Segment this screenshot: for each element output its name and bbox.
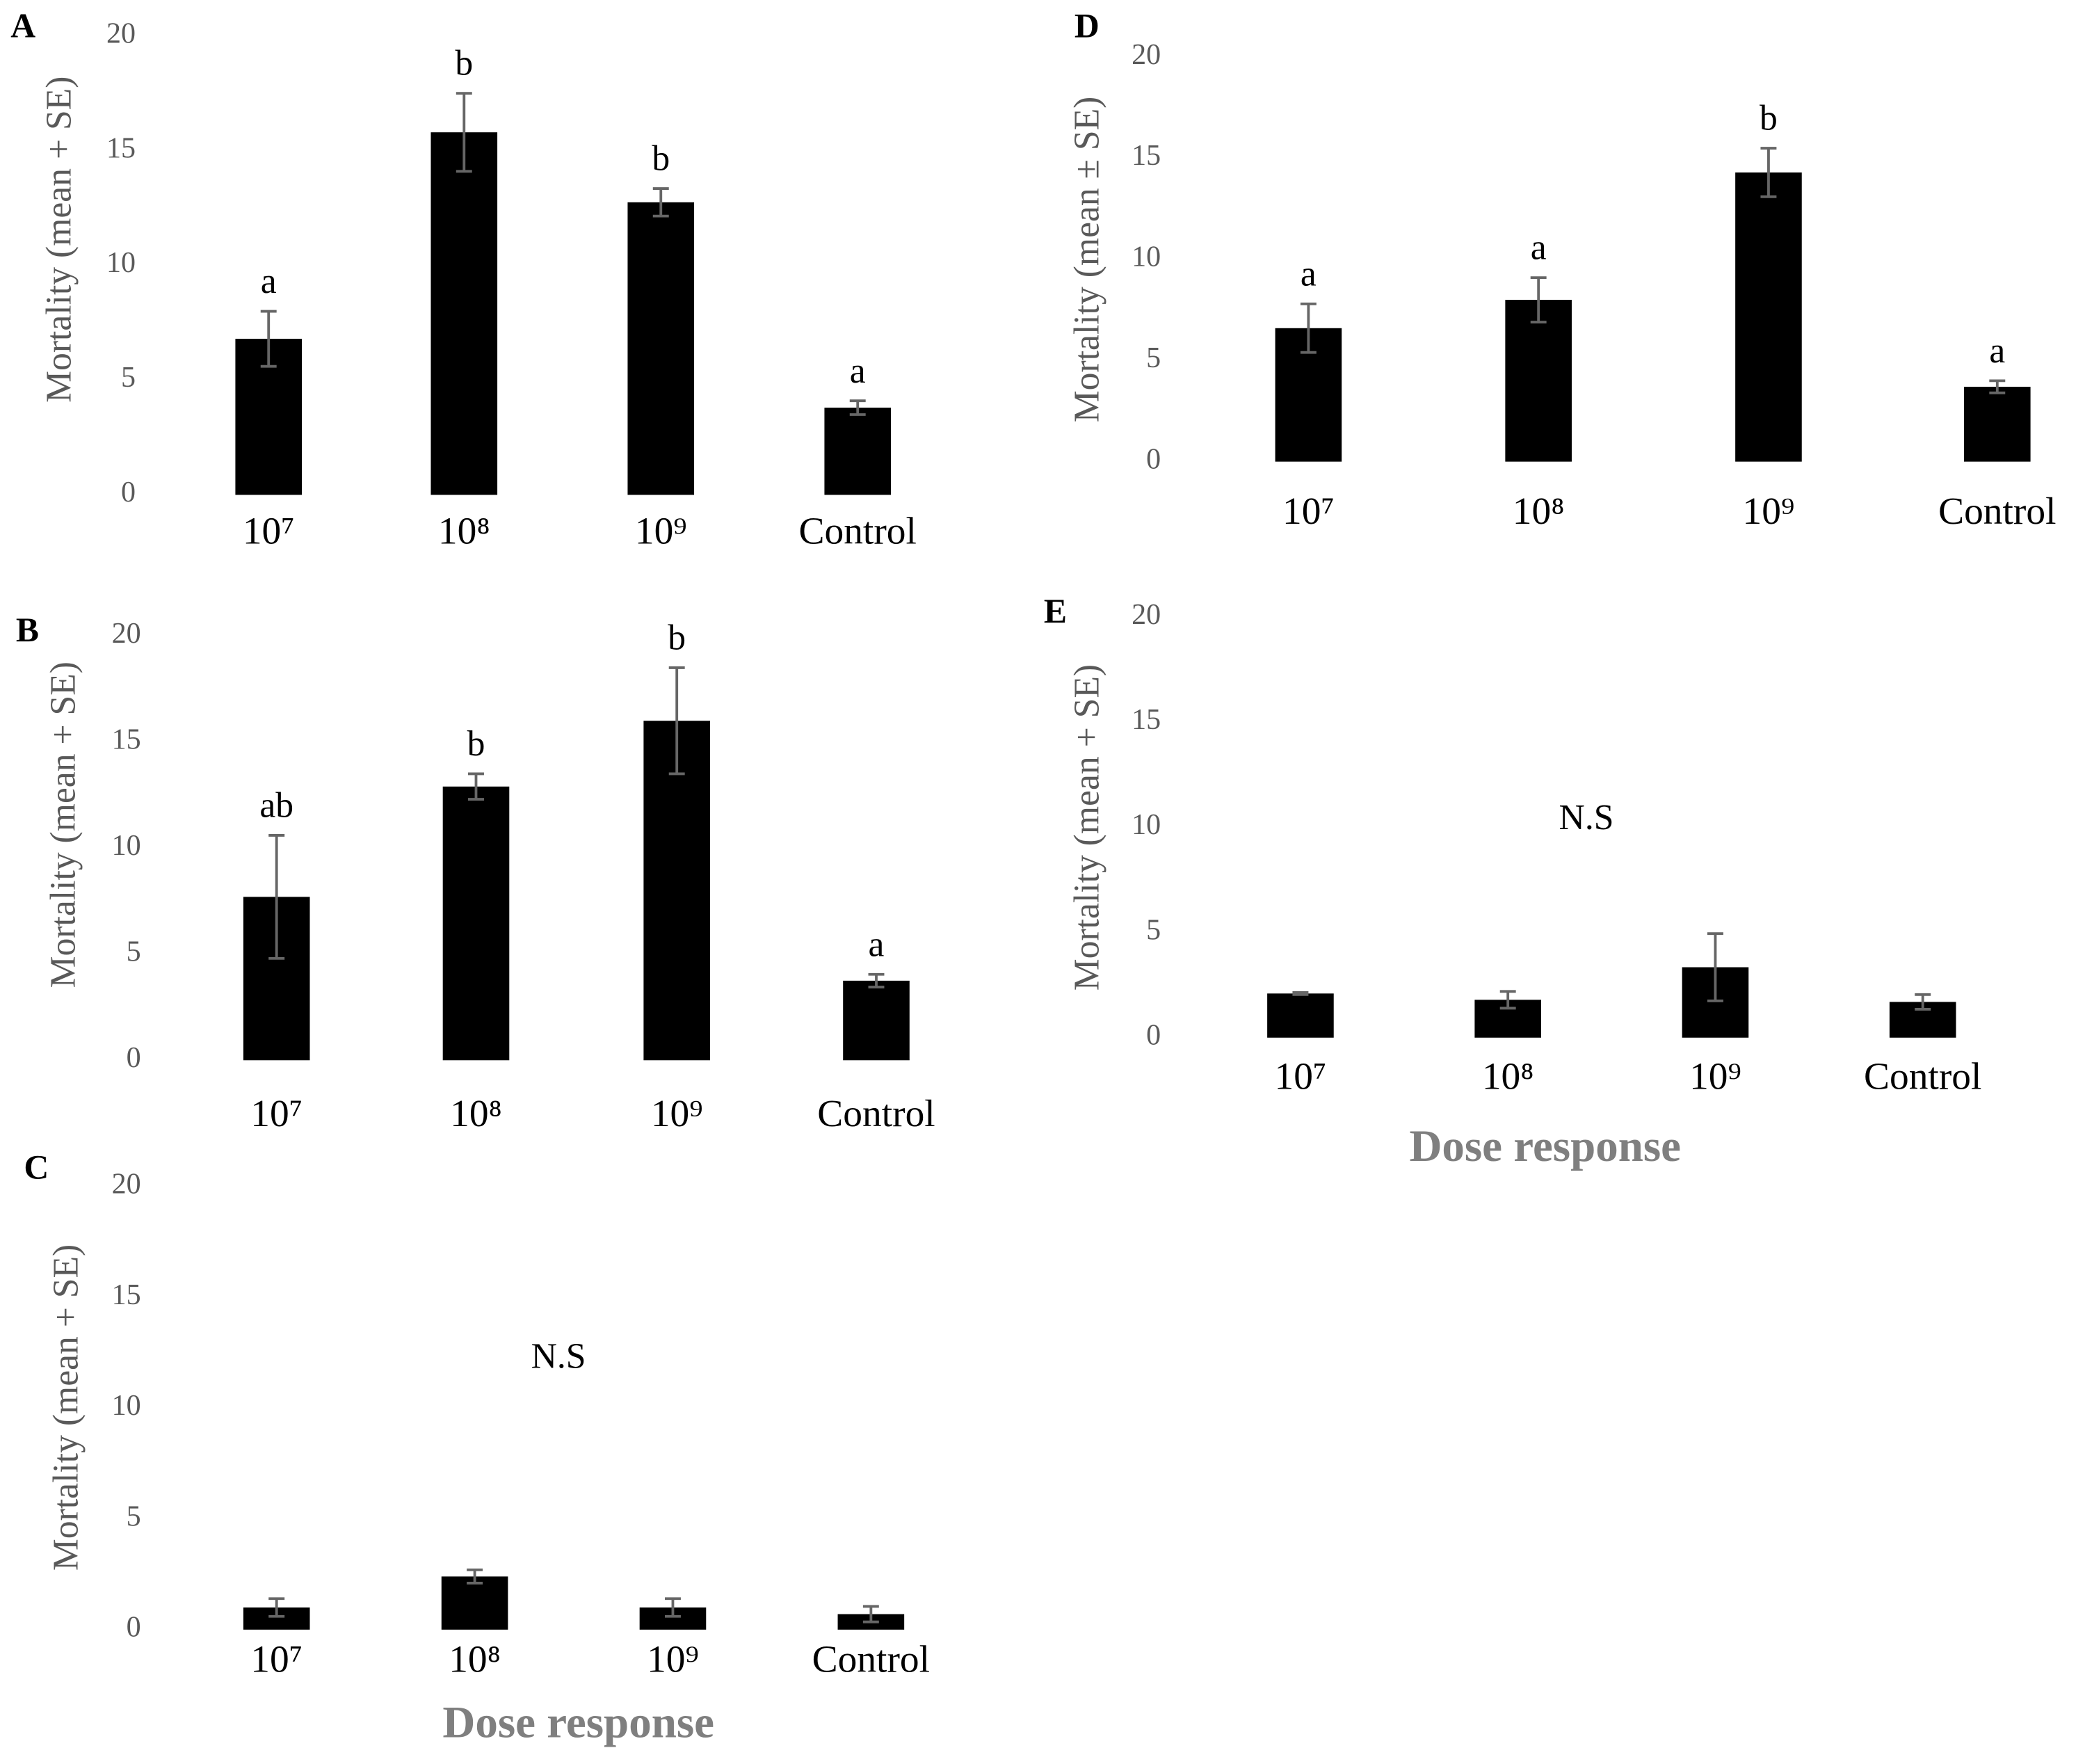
y-tick-label: 0 <box>127 1611 141 1643</box>
y-tick-label: 0 <box>1146 1019 1161 1051</box>
x-tick-label: Control <box>1864 1055 1981 1098</box>
y-tick-label: 5 <box>1146 342 1161 374</box>
bar <box>1505 300 1572 462</box>
bar-label: b <box>467 724 485 764</box>
bar <box>1964 387 2031 462</box>
y-tick-label: 15 <box>112 1279 141 1311</box>
panel-letter: E <box>1044 592 1067 630</box>
x-tick-label: 10⁷ <box>1275 1055 1327 1098</box>
y-axis-label: Mortality (mean + SE) <box>46 1244 86 1571</box>
bar-label: a <box>1989 331 2005 371</box>
x-tick-label: 10⁷ <box>243 510 295 552</box>
bar-label: b <box>455 44 473 83</box>
y-tick-label: 10 <box>1132 241 1161 273</box>
x-tick-label: 10⁸ <box>1482 1055 1534 1098</box>
y-tick-label: 20 <box>1132 39 1161 71</box>
panel-letter: D <box>1074 6 1100 45</box>
bar-label: b <box>652 139 670 179</box>
bar-label: a <box>1531 228 1547 268</box>
y-tick-label: 5 <box>121 362 136 394</box>
bar-label: a <box>1301 254 1317 294</box>
y-axis-label: Mortality (mean ± SE) <box>1068 97 1107 423</box>
y-tick-label: 0 <box>121 476 136 508</box>
y-tick-label: 15 <box>1132 140 1161 172</box>
y-tick-label: 10 <box>106 247 136 279</box>
bar <box>442 786 510 1061</box>
y-tick-label: 5 <box>1146 914 1161 946</box>
x-tick-label: Control <box>1938 490 2056 532</box>
y-axis-label: Mortality (mean + SE) <box>1068 664 1107 991</box>
x-tick-label: Control <box>817 1092 935 1134</box>
x-tick-label: 10⁹ <box>635 510 687 552</box>
panel-letter: B <box>16 611 39 649</box>
y-tick-label: 20 <box>106 17 136 49</box>
y-tick-label: 0 <box>127 1042 141 1074</box>
bar <box>843 980 910 1061</box>
y-tick-label: 10 <box>112 830 141 862</box>
x-axis-label: Dose response <box>1409 1121 1681 1171</box>
x-tick-label: 10⁸ <box>449 1637 501 1680</box>
x-tick-label: 10⁷ <box>250 1637 303 1680</box>
y-tick-label: 10 <box>1132 809 1161 841</box>
annotation: N.S <box>531 1336 586 1376</box>
bar <box>824 408 892 495</box>
panel-letter: A <box>10 6 35 45</box>
bar <box>441 1576 508 1630</box>
x-tick-label: 10⁸ <box>1513 490 1565 532</box>
bar-label: ab <box>259 786 293 826</box>
x-tick-label: 10⁸ <box>450 1092 502 1134</box>
x-tick-label: 10⁹ <box>651 1092 703 1134</box>
y-tick-label: 5 <box>127 936 141 968</box>
x-tick-label: 10⁷ <box>250 1092 303 1134</box>
y-tick-label: 20 <box>112 1169 141 1201</box>
bar-label: b <box>668 618 686 658</box>
y-tick-label: 20 <box>1132 599 1161 631</box>
y-axis-label: Mortality (mean + SE) <box>43 662 83 988</box>
bar <box>627 202 695 495</box>
y-tick-label: 0 <box>1146 443 1161 475</box>
annotation: N.S <box>1559 798 1614 837</box>
y-tick-label: 15 <box>106 132 136 164</box>
y-tick-label: 10 <box>112 1390 141 1422</box>
x-tick-label: Control <box>812 1637 930 1680</box>
y-tick-label: 20 <box>112 618 141 650</box>
x-tick-label: 10⁹ <box>1743 490 1795 532</box>
y-tick-label: 15 <box>112 723 141 755</box>
y-tick-label: 15 <box>1132 704 1161 736</box>
bar <box>1267 993 1334 1038</box>
y-tick-label: 5 <box>127 1500 141 1532</box>
bar-label: a <box>261 262 277 301</box>
x-tick-label: 10⁹ <box>1689 1055 1741 1098</box>
bar <box>643 721 711 1061</box>
bar-label: a <box>850 351 866 391</box>
y-axis-label: Mortality (mean + SE) <box>40 77 79 403</box>
x-tick-label: 10⁸ <box>438 510 490 552</box>
x-axis-label: Dose response <box>442 1697 714 1747</box>
panel-letter: C <box>24 1148 49 1186</box>
x-tick-label: Control <box>799 510 917 552</box>
x-tick-label: 10⁹ <box>647 1637 699 1680</box>
bar <box>430 132 498 495</box>
bar-label: a <box>869 924 885 964</box>
bar-label: b <box>1760 99 1778 138</box>
x-tick-label: 10⁷ <box>1282 490 1335 532</box>
bar <box>1735 172 1802 462</box>
